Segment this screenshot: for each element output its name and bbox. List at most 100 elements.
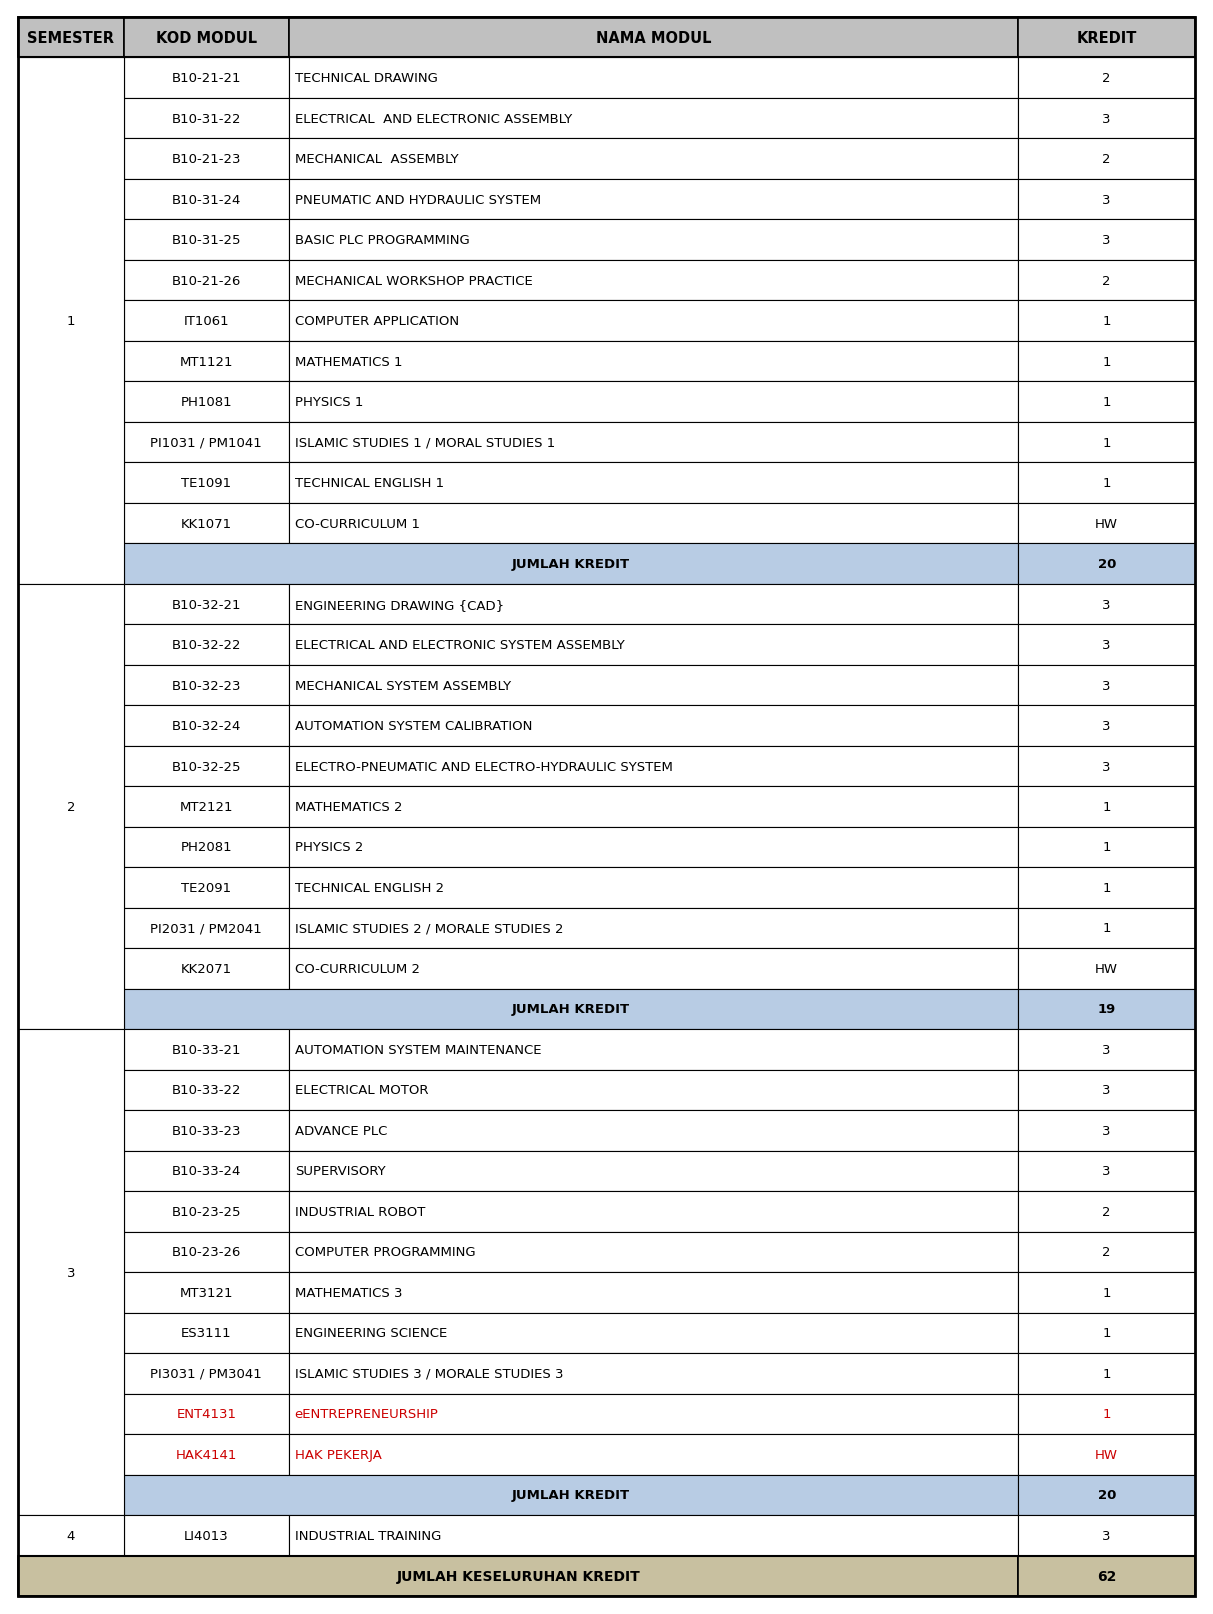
- Text: MT2121: MT2121: [180, 801, 233, 813]
- Bar: [1019, 1231, 1195, 1272]
- Text: COMPUTER PROGRAMMING: COMPUTER PROGRAMMING: [295, 1246, 475, 1259]
- Bar: [124, 665, 289, 705]
- Bar: [124, 1312, 289, 1353]
- Bar: [289, 504, 1019, 544]
- Bar: [289, 261, 1019, 302]
- Text: ELECTRICAL  AND ELECTRONIC ASSEMBLY: ELECTRICAL AND ELECTRONIC ASSEMBLY: [295, 113, 573, 126]
- Bar: [1019, 18, 1195, 58]
- Text: ENT4131: ENT4131: [176, 1407, 237, 1420]
- Bar: [1019, 1151, 1195, 1191]
- Text: 3: 3: [1103, 1165, 1111, 1178]
- Text: PNEUMATIC AND HYDRAULIC SYSTEM: PNEUMATIC AND HYDRAULIC SYSTEM: [295, 194, 541, 207]
- Bar: [1019, 1353, 1195, 1394]
- Bar: [289, 949, 1019, 989]
- Text: 3: 3: [1103, 1125, 1111, 1138]
- Bar: [124, 18, 289, 58]
- Bar: [1019, 544, 1195, 584]
- Text: PI1031 / PM1041: PI1031 / PM1041: [150, 436, 262, 449]
- Text: SEMESTER: SEMESTER: [28, 31, 114, 45]
- Text: MECHANICAL  ASSEMBLY: MECHANICAL ASSEMBLY: [295, 153, 459, 166]
- Bar: [1019, 1272, 1195, 1312]
- Text: BASIC PLC PROGRAMMING: BASIC PLC PROGRAMMING: [295, 234, 469, 247]
- Bar: [289, 1030, 1019, 1070]
- Bar: [1019, 1191, 1195, 1231]
- Text: B10-32-25: B10-32-25: [171, 760, 241, 773]
- Bar: [124, 58, 289, 98]
- Bar: [124, 139, 289, 179]
- Text: 4: 4: [67, 1528, 75, 1541]
- Bar: [289, 1191, 1019, 1231]
- Bar: [289, 1435, 1019, 1475]
- Text: PI2031 / PM2041: PI2031 / PM2041: [150, 922, 262, 935]
- Text: B10-32-22: B10-32-22: [171, 639, 241, 652]
- Bar: [124, 1394, 289, 1435]
- Bar: [124, 1231, 289, 1272]
- Bar: [1019, 705, 1195, 746]
- Text: B10-23-26: B10-23-26: [171, 1246, 241, 1259]
- Bar: [289, 1353, 1019, 1394]
- Bar: [289, 1110, 1019, 1151]
- Bar: [289, 302, 1019, 342]
- Text: 2: 2: [1103, 73, 1111, 86]
- Bar: [124, 949, 289, 989]
- Bar: [1019, 98, 1195, 139]
- Bar: [18, 58, 124, 584]
- Text: KK2071: KK2071: [181, 962, 232, 975]
- Text: 19: 19: [1098, 1002, 1116, 1015]
- Text: CO-CURRICULUM 2: CO-CURRICULUM 2: [295, 962, 420, 975]
- Text: 2: 2: [1103, 1246, 1111, 1259]
- Text: 3: 3: [1103, 1083, 1111, 1098]
- Bar: [124, 423, 289, 463]
- Bar: [124, 1191, 289, 1231]
- Text: TE2091: TE2091: [181, 881, 232, 894]
- Bar: [18, 1556, 1019, 1596]
- Text: PHYSICS 2: PHYSICS 2: [295, 841, 363, 854]
- Bar: [18, 544, 124, 584]
- Text: TECHNICAL ENGLISH 2: TECHNICAL ENGLISH 2: [295, 881, 444, 894]
- Text: B10-32-24: B10-32-24: [171, 720, 241, 733]
- Bar: [124, 220, 289, 261]
- Text: B10-33-22: B10-33-22: [171, 1083, 241, 1098]
- Text: 2: 2: [1103, 153, 1111, 166]
- Bar: [289, 139, 1019, 179]
- Bar: [124, 383, 289, 423]
- Bar: [1019, 868, 1195, 909]
- Bar: [1019, 220, 1195, 261]
- Bar: [124, 1110, 289, 1151]
- Text: KREDIT: KREDIT: [1077, 31, 1137, 45]
- Text: 1: 1: [1103, 1286, 1111, 1299]
- Bar: [1019, 584, 1195, 625]
- Bar: [289, 98, 1019, 139]
- Text: B10-21-23: B10-21-23: [171, 153, 241, 166]
- Text: ELECTRICAL AND ELECTRONIC SYSTEM ASSEMBLY: ELECTRICAL AND ELECTRONIC SYSTEM ASSEMBL…: [295, 639, 625, 652]
- Bar: [124, 98, 289, 139]
- Text: 1: 1: [1103, 315, 1111, 328]
- Text: AUTOMATION SYSTEM CALIBRATION: AUTOMATION SYSTEM CALIBRATION: [295, 720, 533, 733]
- Text: TECHNICAL ENGLISH 1: TECHNICAL ENGLISH 1: [295, 476, 444, 489]
- Bar: [124, 302, 289, 342]
- Bar: [124, 1475, 1019, 1516]
- Bar: [124, 868, 289, 909]
- Text: JUMLAH KREDIT: JUMLAH KREDIT: [512, 558, 631, 571]
- Text: HW: HW: [1095, 962, 1118, 975]
- Bar: [289, 58, 1019, 98]
- Bar: [1019, 179, 1195, 220]
- Bar: [1019, 665, 1195, 705]
- Text: B10-32-23: B10-32-23: [171, 679, 241, 692]
- Text: SUPERVISORY: SUPERVISORY: [295, 1165, 386, 1178]
- Text: CO-CURRICULUM 1: CO-CURRICULUM 1: [295, 516, 420, 531]
- Bar: [18, 1475, 124, 1516]
- Text: 1: 1: [1103, 801, 1111, 813]
- Text: 3: 3: [1103, 1528, 1111, 1541]
- Bar: [289, 868, 1019, 909]
- Text: ISLAMIC STUDIES 1 / MORAL STUDIES 1: ISLAMIC STUDIES 1 / MORAL STUDIES 1: [295, 436, 556, 449]
- Bar: [1019, 1435, 1195, 1475]
- Bar: [289, 786, 1019, 828]
- Bar: [124, 746, 289, 786]
- Bar: [124, 828, 289, 868]
- Text: 3: 3: [1103, 194, 1111, 207]
- Bar: [1019, 1110, 1195, 1151]
- Text: 3: 3: [1103, 599, 1111, 612]
- Text: eENTREPRENEURSHIP: eENTREPRENEURSHIP: [295, 1407, 439, 1420]
- Text: JUMLAH KESELURUHAN KREDIT: JUMLAH KESELURUHAN KREDIT: [397, 1569, 640, 1583]
